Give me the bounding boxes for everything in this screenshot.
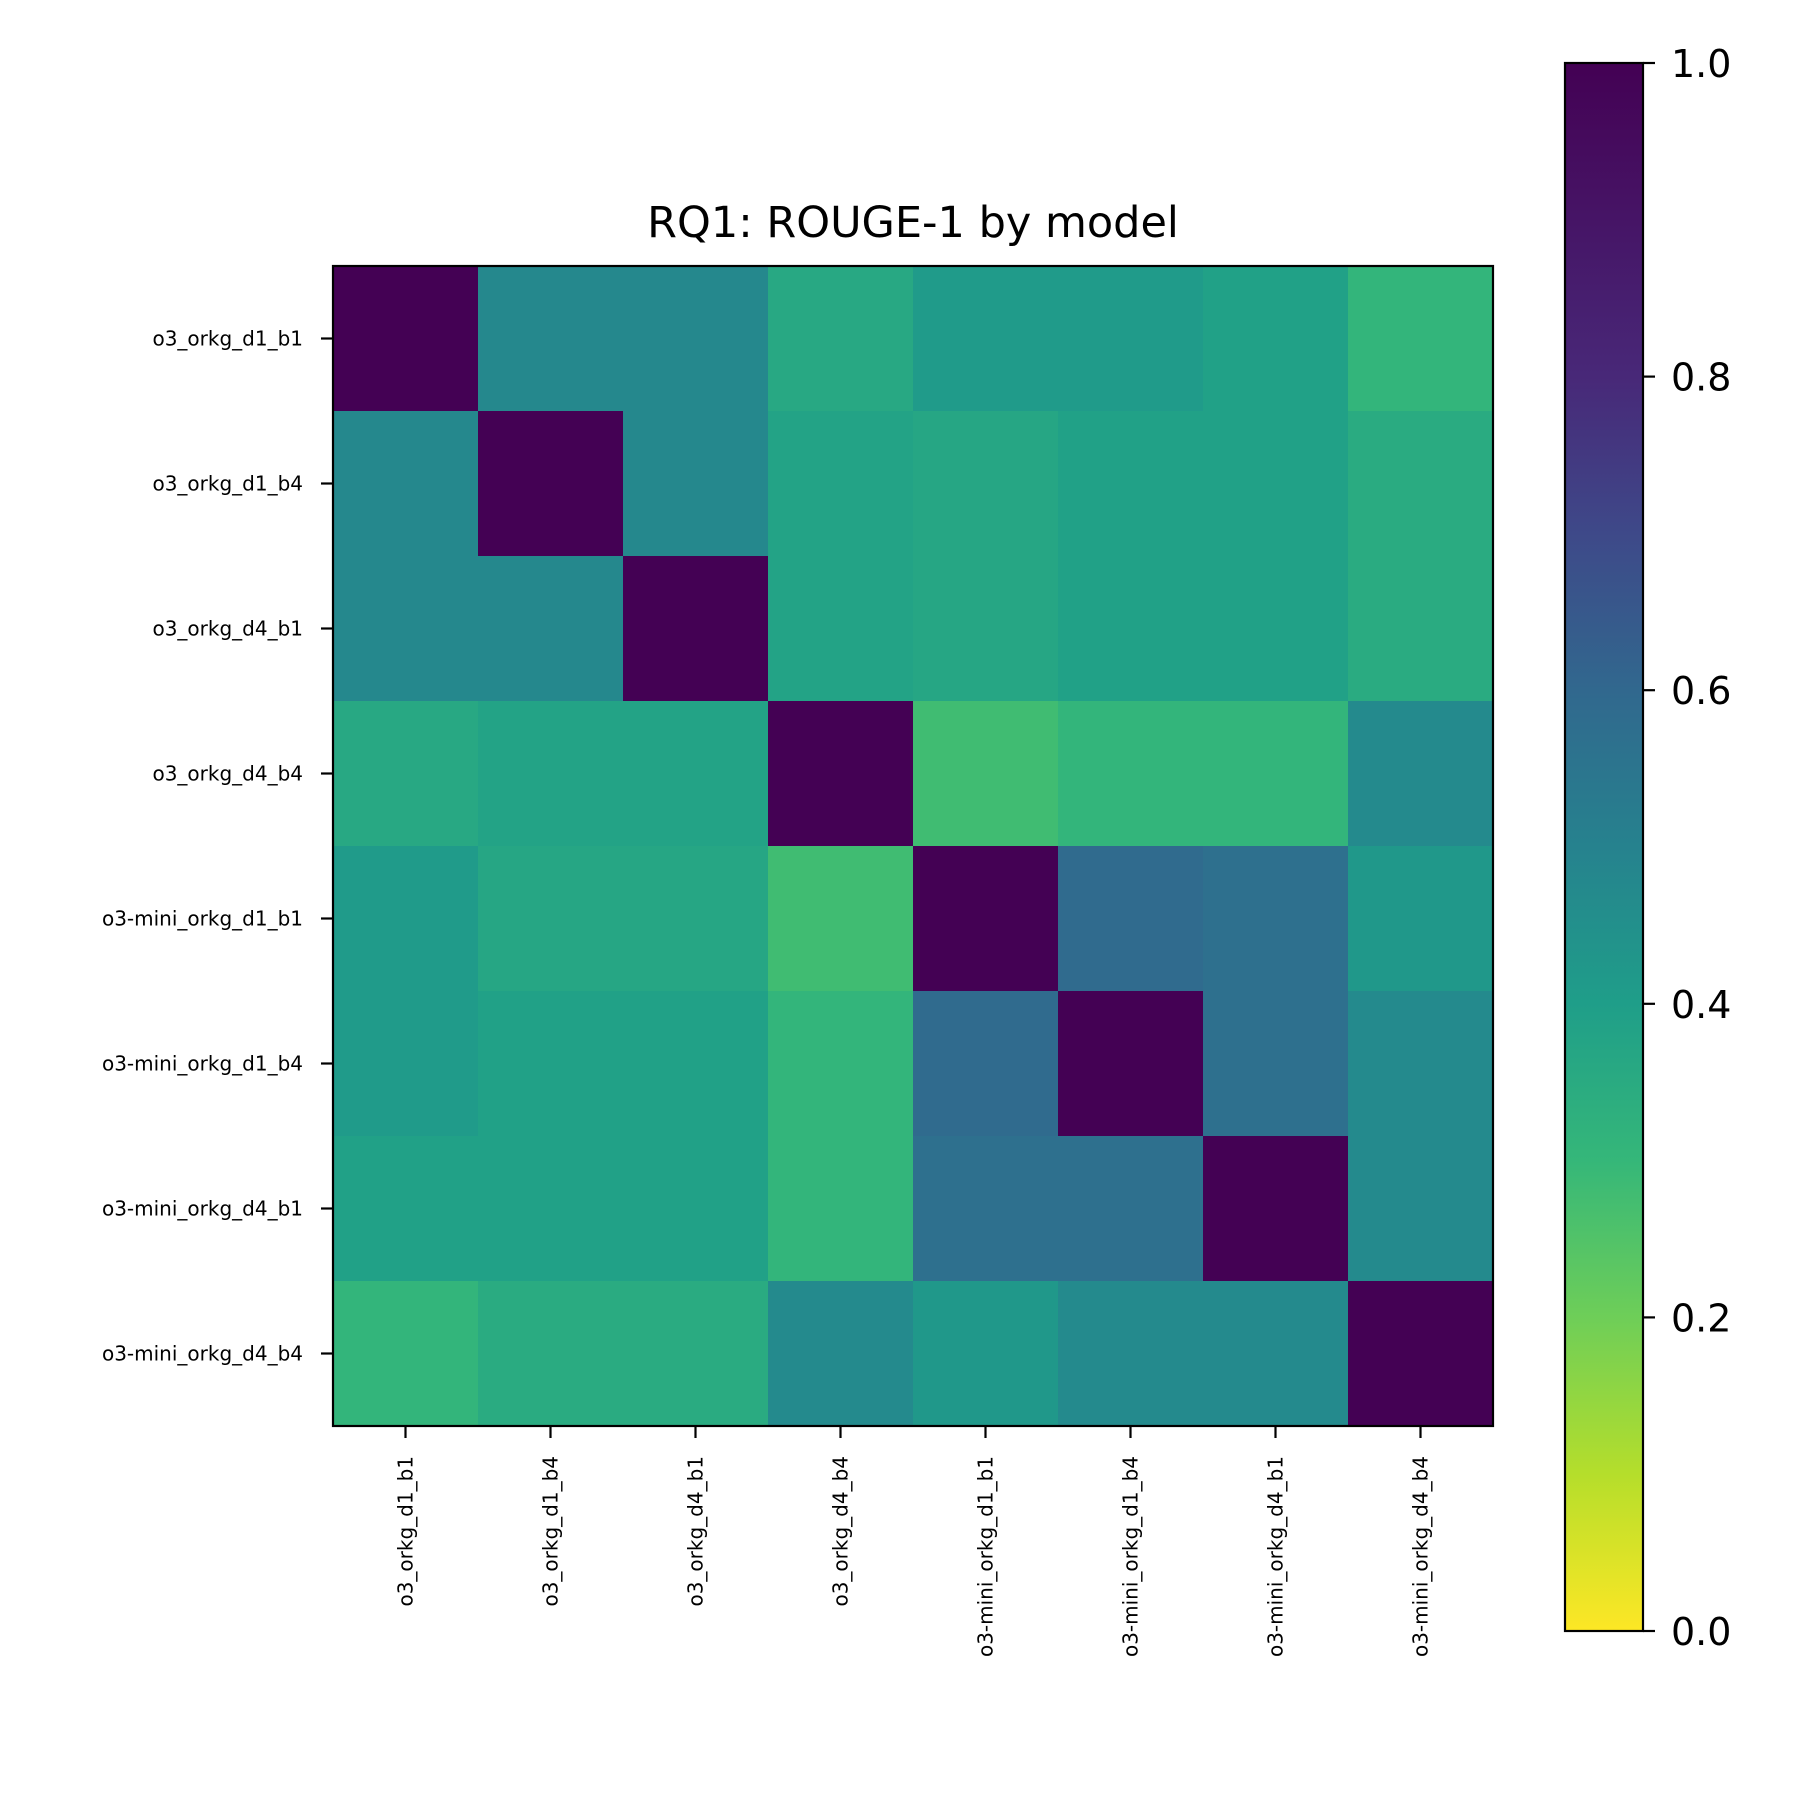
x-tick-label: o3-mini_orkg_d1_b1 — [974, 1456, 998, 1657]
heatmap-cell — [478, 1136, 624, 1282]
plot-frame — [331, 264, 1495, 1428]
heatmap-cell — [333, 556, 479, 702]
heatmap-cell — [1348, 266, 1494, 412]
heatmap-cell — [623, 1281, 769, 1427]
colorbar-tick-label: 0.8 — [1671, 356, 1731, 400]
heatmap-cell — [1348, 701, 1494, 847]
colorbar-tick-label: 0.2 — [1671, 1296, 1731, 1340]
heatmap-cell — [768, 411, 914, 557]
heatmap-cell — [768, 991, 914, 1137]
heatmap-cell — [1058, 991, 1204, 1137]
colorbar-tick-label: 0.6 — [1671, 669, 1731, 713]
heatmap-cell — [768, 266, 914, 412]
heatmap-cell — [1203, 846, 1349, 992]
heatmap-cell — [333, 1281, 479, 1427]
colorbar — [1563, 61, 1645, 1633]
y-tick-label: o3_orkg_d1_b4 — [152, 472, 303, 496]
heatmap-cell — [768, 1281, 914, 1427]
heatmap-cell — [333, 991, 479, 1137]
heatmap-cell — [333, 411, 479, 557]
y-tick-label: o3-mini_orkg_d4_b1 — [102, 1197, 303, 1221]
heatmap-cell — [1058, 701, 1204, 847]
heatmap-cell — [913, 1136, 1059, 1282]
heatmap-cell — [1348, 991, 1494, 1137]
y-tick-label: o3-mini_orkg_d1_b4 — [102, 1052, 303, 1076]
heatmap-cell — [1203, 1281, 1349, 1427]
heatmap-cell — [913, 266, 1059, 412]
heatmap-cell — [623, 411, 769, 557]
heatmap-cell — [1348, 1136, 1494, 1282]
heatmap-cell — [1348, 411, 1494, 557]
x-tick-label: o3_orkg_d4_b1 — [684, 1456, 708, 1607]
heatmap-cell — [1203, 1136, 1349, 1282]
y-tick-label: o3-mini_orkg_d4_b4 — [102, 1342, 303, 1366]
y-tick-label: o3_orkg_d4_b1 — [152, 617, 303, 641]
heatmap-cell — [478, 411, 624, 557]
heatmap-cell — [913, 846, 1059, 992]
y-axis: o3_orkg_d1_b1 o3_orkg_d1_b4 o3_orkg_d4_b1o… — [102, 327, 333, 1366]
heatmap-cell — [1348, 556, 1494, 702]
heatmap-cell — [1348, 1281, 1494, 1427]
heatmap-cell — [333, 701, 479, 847]
heatmap-cell — [623, 991, 769, 1137]
chart-title: RQ1: ROUGE-1 by model — [647, 198, 1179, 248]
heatmap-cell — [1058, 266, 1204, 412]
heatmap-cell — [1203, 411, 1349, 557]
heatmap-cell — [478, 701, 624, 847]
heatmap-cell — [623, 266, 769, 412]
heatmap-cell — [1203, 556, 1349, 702]
heatmap-cell — [1203, 266, 1349, 412]
heatmap-cell — [913, 1281, 1059, 1427]
heatmap-cell — [913, 556, 1059, 702]
x-tick-label: o3_orkg_d1_b1 — [394, 1456, 418, 1607]
heatmap-cell — [478, 846, 624, 992]
heatmap-cell — [768, 1136, 914, 1282]
heatmap-cell — [623, 556, 769, 702]
heatmap-cell — [913, 411, 1059, 557]
heatmap-cell — [1203, 701, 1349, 847]
heatmap-cell — [1058, 846, 1204, 992]
colorbar-tick-label: 1.0 — [1671, 42, 1731, 86]
heatmap-cell — [623, 1136, 769, 1282]
colorbar-tick-label: 0.4 — [1671, 983, 1731, 1027]
y-tick-label: o3_orkg_d1_b1 — [152, 327, 303, 351]
heatmap-cell — [768, 846, 914, 992]
heatmap-cell — [333, 266, 479, 412]
heatmap-cell — [333, 846, 479, 992]
colorbar-tick-label: 0.0 — [1671, 1610, 1731, 1654]
x-tick-label: o3_orkg_d4_b4 — [829, 1456, 853, 1607]
heatmap-cell — [623, 846, 769, 992]
heatmap-cell — [478, 1281, 624, 1427]
heatmap-cell — [333, 1136, 479, 1282]
heatmap-cell — [623, 701, 769, 847]
x-tick-label: o3_orkg_d1_b4 — [539, 1456, 563, 1607]
heatmap-cell — [478, 266, 624, 412]
heatmap-cell — [1348, 846, 1494, 992]
heatmap-cell — [1203, 991, 1349, 1137]
y-tick-label: o3-mini_orkg_d1_b1 — [102, 907, 303, 931]
x-axis: o3_orkg_d1_b1 o3_orkg_d1_b4 o3_orkg_d4_b1 o… — [394, 1426, 1433, 1657]
heatmap-cell — [913, 701, 1059, 847]
heatmap-cell — [1058, 411, 1204, 557]
heatmap-cell — [1058, 1136, 1204, 1282]
colorbar-ticks: 0.0 0.2 0.4 0.6 0.8 1.0 — [1643, 42, 1731, 1654]
x-tick-label: o3-mini_orkg_d4_b4 — [1409, 1456, 1433, 1657]
heatmap-cells — [333, 266, 1494, 1427]
heatmap-cell — [768, 701, 914, 847]
x-tick-label: o3-mini_orkg_d1_b4 — [1119, 1456, 1143, 1657]
y-tick-label: o3_orkg_d4_b4 — [152, 762, 303, 786]
heatmap-cell — [768, 556, 914, 702]
heatmap-cell — [1058, 556, 1204, 702]
x-tick-label: o3-mini_orkg_d4_b1 — [1264, 1456, 1288, 1657]
heatmap-cell — [1058, 1281, 1204, 1427]
heatmap-cell — [478, 991, 624, 1137]
heatmap-cell — [478, 556, 624, 702]
heatmap-cell — [913, 991, 1059, 1137]
